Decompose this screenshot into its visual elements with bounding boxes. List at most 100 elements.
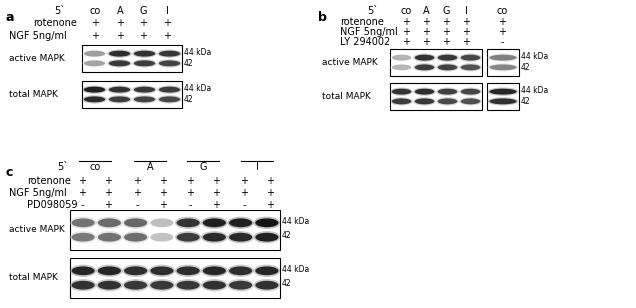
Ellipse shape [227, 231, 254, 243]
Text: 44 kDa: 44 kDa [521, 86, 548, 95]
Text: +: + [240, 188, 248, 198]
Bar [70, 210, 280, 250]
Ellipse shape [255, 281, 279, 290]
Ellipse shape [70, 231, 97, 243]
Text: 42: 42 [184, 95, 193, 104]
Text: +: + [133, 176, 141, 186]
Ellipse shape [177, 266, 200, 275]
Ellipse shape [489, 64, 516, 70]
Ellipse shape [157, 95, 182, 103]
Text: +: + [163, 31, 171, 41]
Text: +: + [266, 200, 274, 210]
Ellipse shape [460, 98, 480, 104]
Text: b: b [318, 11, 327, 24]
Ellipse shape [122, 265, 149, 277]
Ellipse shape [460, 55, 480, 61]
Text: +: + [212, 200, 220, 210]
Ellipse shape [415, 98, 434, 104]
Text: +: + [462, 27, 470, 37]
Text: LY 294002: LY 294002 [340, 37, 391, 47]
Text: co: co [90, 6, 100, 16]
Ellipse shape [415, 55, 434, 61]
Ellipse shape [175, 231, 202, 243]
Ellipse shape [436, 97, 459, 106]
Text: +: + [104, 188, 112, 198]
Ellipse shape [157, 86, 182, 94]
Text: co: co [496, 6, 508, 16]
Text: +: + [91, 31, 99, 41]
Ellipse shape [460, 64, 480, 70]
Ellipse shape [96, 217, 123, 229]
Text: 5`: 5` [57, 162, 69, 172]
Text: 44 kDa: 44 kDa [521, 52, 548, 61]
Bar [487, 49, 519, 76]
Ellipse shape [84, 87, 105, 93]
Ellipse shape [72, 266, 95, 275]
Ellipse shape [391, 54, 413, 62]
Text: +: + [462, 17, 470, 27]
Text: +: + [422, 37, 430, 47]
Ellipse shape [459, 63, 481, 71]
Text: 5`: 5` [55, 6, 66, 16]
Text: 42: 42 [282, 232, 292, 241]
Text: +: + [266, 176, 274, 186]
Ellipse shape [229, 266, 252, 275]
Text: +: + [442, 17, 450, 27]
Ellipse shape [98, 266, 121, 275]
Ellipse shape [109, 60, 130, 66]
Text: +: + [104, 176, 112, 186]
Ellipse shape [70, 265, 97, 277]
Text: -: - [135, 200, 139, 210]
Ellipse shape [392, 89, 411, 95]
Ellipse shape [107, 95, 132, 103]
Text: -: - [242, 200, 245, 210]
Ellipse shape [489, 98, 516, 104]
Text: NGF 5ng/ml: NGF 5ng/ml [9, 31, 67, 41]
Ellipse shape [107, 59, 132, 67]
Text: rotenone: rotenone [340, 17, 384, 27]
Ellipse shape [149, 231, 175, 243]
Text: +: + [442, 27, 450, 37]
Ellipse shape [201, 265, 228, 277]
Text: +: + [266, 188, 274, 198]
Ellipse shape [177, 218, 200, 227]
Text: active MAPK: active MAPK [9, 225, 65, 234]
Ellipse shape [201, 231, 228, 243]
Text: 42: 42 [282, 279, 292, 289]
Ellipse shape [254, 231, 280, 243]
Ellipse shape [487, 54, 518, 62]
Ellipse shape [177, 233, 200, 241]
Text: 42: 42 [521, 97, 530, 106]
Ellipse shape [436, 63, 459, 71]
Ellipse shape [392, 98, 411, 104]
Text: A: A [116, 6, 123, 16]
Ellipse shape [255, 218, 279, 227]
Ellipse shape [487, 63, 518, 71]
Text: A: A [147, 162, 153, 172]
Text: +: + [78, 188, 86, 198]
Ellipse shape [391, 63, 413, 71]
Bar [390, 49, 482, 76]
Ellipse shape [392, 64, 411, 70]
Bar [487, 83, 519, 110]
Text: +: + [402, 17, 410, 27]
Ellipse shape [107, 50, 132, 58]
Text: +: + [212, 176, 220, 186]
Bar [82, 81, 182, 108]
Ellipse shape [124, 266, 147, 275]
Text: 44 kDa: 44 kDa [282, 217, 309, 226]
Ellipse shape [134, 87, 155, 93]
Text: +: + [498, 17, 506, 27]
Ellipse shape [96, 231, 123, 243]
Ellipse shape [98, 218, 121, 227]
Ellipse shape [436, 87, 459, 96]
Text: +: + [186, 188, 194, 198]
Ellipse shape [392, 55, 411, 61]
Ellipse shape [109, 87, 130, 93]
Ellipse shape [438, 89, 457, 95]
Text: +: + [116, 31, 124, 41]
Ellipse shape [227, 265, 254, 277]
Text: total MAPK: total MAPK [9, 274, 58, 282]
Text: active MAPK: active MAPK [322, 58, 378, 67]
Text: +: + [139, 18, 147, 28]
